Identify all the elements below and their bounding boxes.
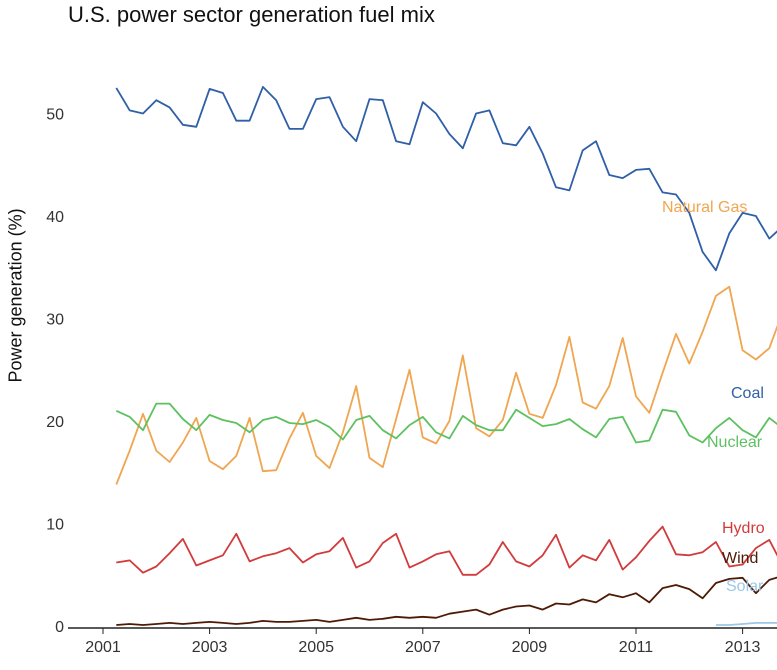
series-label-hydro: Hydro: [722, 520, 765, 537]
series-line-wind: [116, 576, 777, 626]
chart-title: U.S. power sector generation fuel mix: [68, 2, 435, 27]
x-tick-label: 2005: [298, 639, 334, 656]
series-line-hydro: [116, 525, 777, 576]
x-tick-label: 2011: [619, 639, 654, 656]
series-labels: Coal Natural Gas Nuclear Hydro Wind Solar: [662, 199, 765, 595]
axis-ticks: 2001200320052007200920112013201520172019…: [46, 107, 761, 657]
series-lines: [115, 86, 777, 626]
series-line-solar: [715, 622, 777, 626]
y-tick-label: 40: [46, 209, 64, 226]
x-tick-label: 2001: [85, 639, 121, 656]
series-label-natural-gas: Natural Gas: [662, 199, 747, 216]
series-line-natural-gas: [115, 285, 777, 485]
y-tick-label: 10: [46, 517, 64, 534]
series-label-wind: Wind: [722, 550, 758, 567]
series-label-nuclear: Nuclear: [707, 434, 763, 451]
series-label-solar: Solar: [726, 578, 764, 595]
y-tick-label: 50: [46, 107, 64, 124]
series-line-nuclear: [115, 402, 777, 444]
x-tick-label: 2007: [405, 639, 441, 656]
x-tick-label: 2013: [725, 639, 761, 656]
series-line-coal: [115, 86, 777, 272]
y-tick-label: 0: [55, 619, 64, 636]
y-tick-label: 20: [46, 414, 64, 431]
series-label-coal: Coal: [731, 385, 764, 402]
x-tick-label: 2003: [192, 639, 228, 656]
y-tick-label: 30: [46, 312, 64, 329]
x-tick-label: 2009: [512, 639, 548, 656]
